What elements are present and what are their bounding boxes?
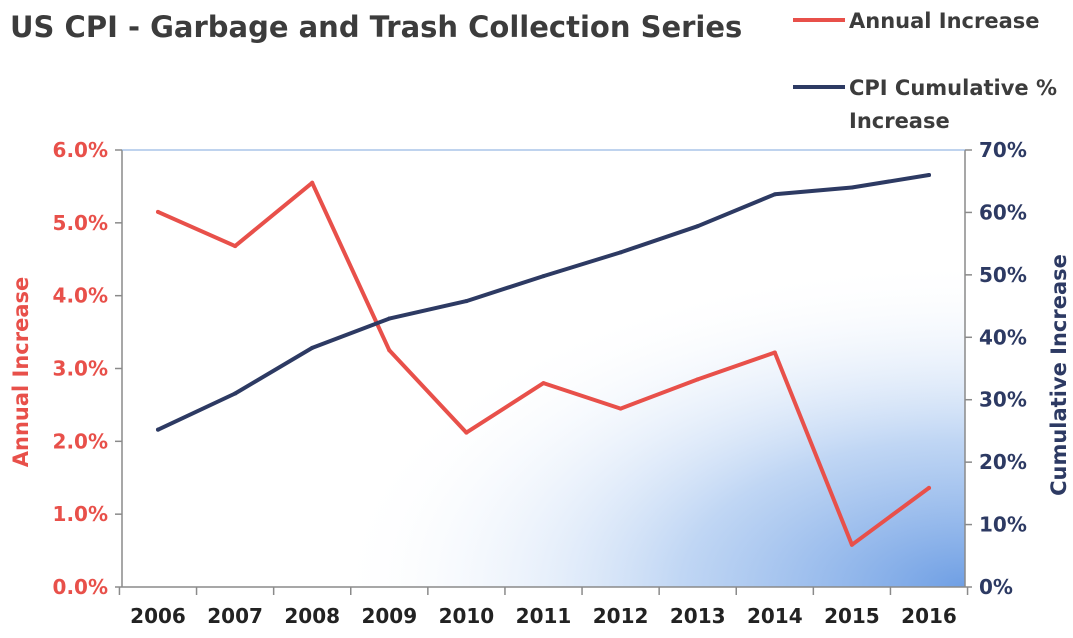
legend-label-cumulative-line2: Increase bbox=[849, 109, 950, 133]
chart-title: US CPI - Garbage and Trash Collection Se… bbox=[10, 10, 742, 44]
legend: Annual Increase CPI Cumulative % Increas… bbox=[793, 9, 1057, 133]
left-tick-label: 1.0% bbox=[53, 502, 108, 526]
data-point-cumulative bbox=[541, 274, 546, 279]
data-point-cumulative bbox=[772, 192, 777, 197]
legend-label-cumulative-line1: CPI Cumulative % bbox=[849, 76, 1057, 100]
left-tick-label: 5.0% bbox=[53, 211, 108, 235]
right-tick-label: 70% bbox=[979, 138, 1027, 162]
legend-label-annual: Annual Increase bbox=[849, 9, 1040, 33]
x-tick-label: 2013 bbox=[670, 604, 726, 628]
data-point-cumulative bbox=[695, 224, 700, 229]
right-tick-label: 40% bbox=[979, 325, 1027, 349]
right-tick-label: 30% bbox=[979, 388, 1027, 412]
data-point-cumulative bbox=[233, 391, 238, 396]
x-tick-label: 2010 bbox=[439, 604, 495, 628]
left-tick-label: 2.0% bbox=[53, 429, 108, 453]
data-point-annual bbox=[464, 430, 469, 435]
right-tick-label: 50% bbox=[979, 263, 1027, 287]
x-tick-label: 2009 bbox=[361, 604, 417, 628]
right-tick-label: 10% bbox=[979, 513, 1027, 537]
data-point-cumulative bbox=[927, 172, 931, 177]
data-point-annual bbox=[849, 542, 854, 547]
data-point-annual bbox=[156, 209, 160, 214]
right-tick-label: 0% bbox=[979, 575, 1013, 599]
x-tick-label: 2006 bbox=[130, 604, 186, 628]
data-point-cumulative bbox=[387, 316, 392, 321]
plot-area-gradient bbox=[122, 150, 965, 587]
data-point-annual bbox=[695, 377, 700, 382]
x-tick-label: 2012 bbox=[593, 604, 649, 628]
left-axis-label: Annual Increase bbox=[9, 277, 33, 468]
right-tick-label: 60% bbox=[979, 200, 1027, 224]
right-tick-label: 20% bbox=[979, 450, 1027, 474]
x-tick-label: 2007 bbox=[207, 604, 263, 628]
x-tick-label: 2008 bbox=[284, 604, 340, 628]
x-axis-ticks: 2006 2007 2008 2009 2010 2011 2012 2013 2014 2015… bbox=[118, 587, 969, 628]
right-axis-ticks: 0% 10% 20% 30% 40% 50% 60% 70% bbox=[965, 138, 1027, 599]
data-point-cumulative bbox=[464, 299, 469, 304]
series-layer bbox=[156, 172, 931, 547]
data-point-cumulative bbox=[156, 427, 160, 432]
x-tick-label: 2011 bbox=[516, 604, 572, 628]
left-tick-label: 0.0% bbox=[53, 575, 108, 599]
data-point-cumulative bbox=[618, 250, 623, 255]
data-point-cumulative bbox=[310, 345, 315, 350]
data-point-annual bbox=[233, 244, 238, 249]
left-axis-ticks: 0.0% 1.0% 2.0% 3.0% 4.0% 5.0% 6.0% bbox=[53, 138, 122, 599]
data-point-annual bbox=[618, 406, 623, 411]
x-tick-label: 2015 bbox=[824, 604, 880, 628]
x-tick-label: 2016 bbox=[901, 604, 957, 628]
right-axis-label: Cumulative Increase bbox=[1047, 254, 1071, 496]
left-tick-label: 3.0% bbox=[53, 357, 108, 381]
x-tick-label: 2014 bbox=[747, 604, 803, 628]
data-point-annual bbox=[772, 350, 777, 355]
data-point-annual bbox=[541, 381, 546, 386]
data-point-annual bbox=[927, 485, 931, 490]
left-tick-label: 6.0% bbox=[53, 138, 108, 162]
data-point-annual bbox=[387, 348, 392, 353]
left-tick-label: 4.0% bbox=[53, 284, 108, 308]
data-point-cumulative bbox=[849, 185, 854, 190]
data-point-annual bbox=[310, 180, 315, 185]
